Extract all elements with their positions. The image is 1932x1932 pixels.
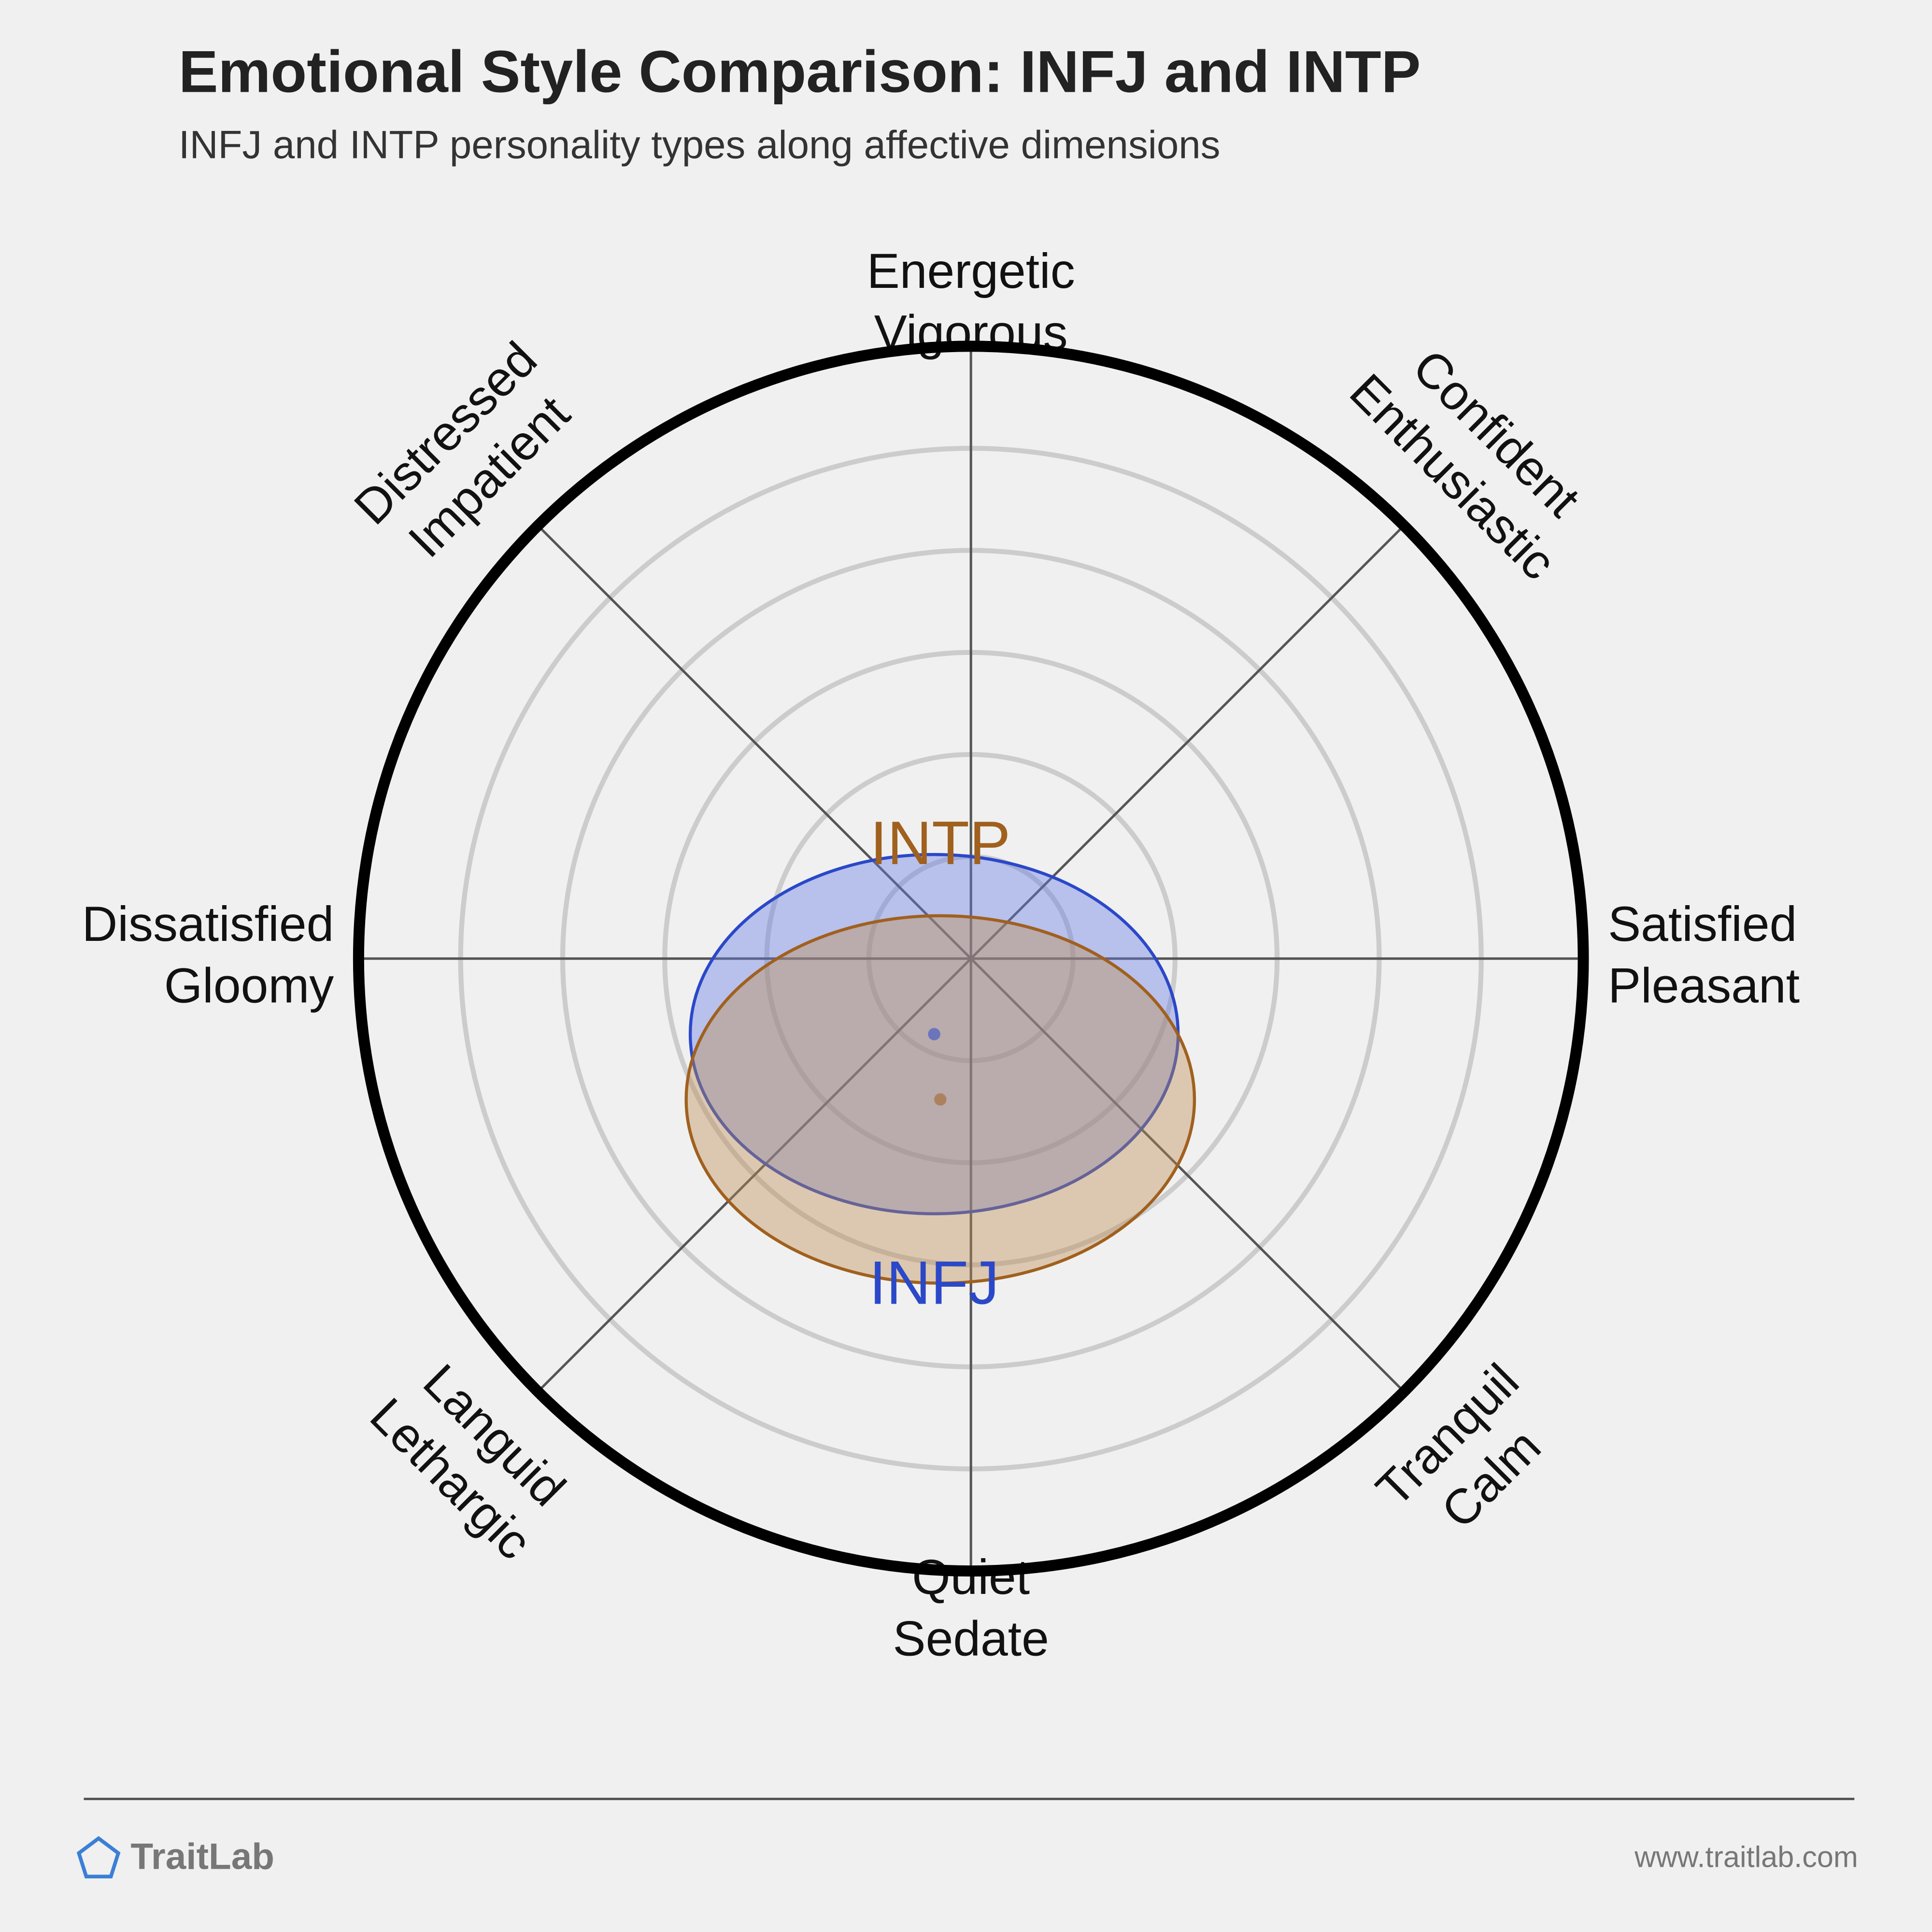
axis-line [537, 957, 972, 1393]
axis-label-line: Energetic [867, 243, 1075, 298]
axis-label: Satisfied Pleasant [1608, 896, 1800, 1013]
axis-label-line: Quiet [912, 1549, 1030, 1605]
type-label: INTP [870, 809, 1011, 878]
axis-label: Dissatisfied Gloomy [82, 896, 334, 1013]
brand-logo [76, 1836, 121, 1879]
axis-label-line: Gloomy [164, 958, 334, 1013]
type-center [928, 1028, 940, 1040]
footer-url: www.traitlab.com [1634, 1841, 1858, 1874]
axis-label-line: Dissatisfied [82, 896, 334, 952]
axis-label-line: Sedate [893, 1611, 1049, 1666]
type-center [934, 1093, 947, 1106]
axis-label: Quiet Sedate [893, 1549, 1049, 1666]
axis-label-line: Satisfied [1608, 896, 1797, 952]
outer-ring [353, 341, 1589, 1577]
axis-line [970, 957, 1405, 1393]
chart-title: Emotional Style Comparison: INFJ and INT… [179, 39, 1421, 105]
axis-label-line: Pleasant [1608, 958, 1800, 1013]
brand-name: TraitLab [130, 1836, 274, 1877]
chart-subtitle: INFJ and INTP personality types along af… [179, 123, 1221, 167]
axis-line [537, 525, 972, 960]
axis-line [970, 525, 1405, 960]
type-label: INFJ [869, 1249, 999, 1318]
